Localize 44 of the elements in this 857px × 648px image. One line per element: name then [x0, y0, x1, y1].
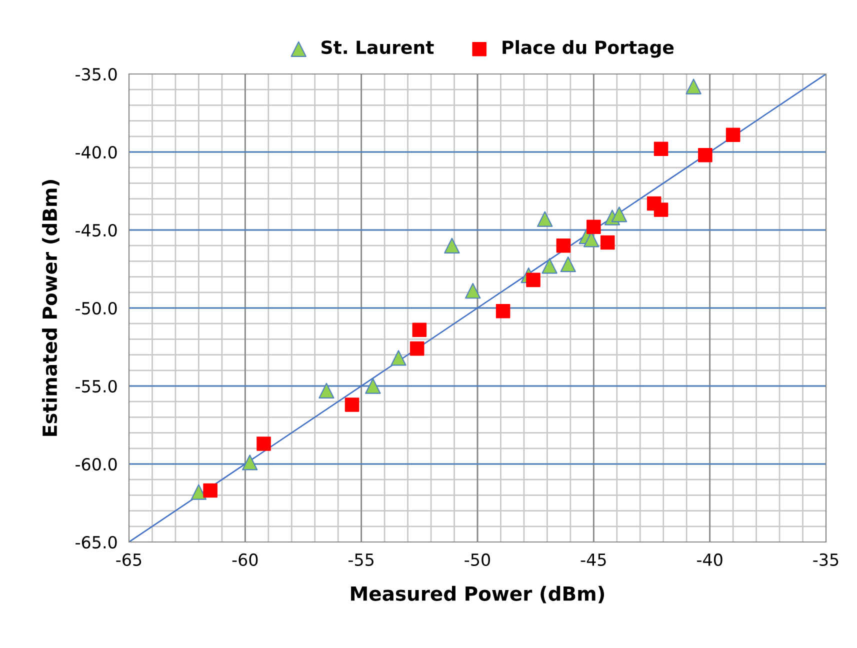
- x-tick-label: -50: [464, 553, 490, 566]
- point: [256, 436, 271, 451]
- point: [390, 350, 406, 366]
- y-axis-title: Estimated Power (dBm): [42, 180, 60, 436]
- y-tick-label: -60.0: [76, 458, 117, 471]
- point: [344, 398, 360, 412]
- point: [410, 341, 424, 356]
- x-tick-label: -35: [813, 553, 838, 566]
- point: [318, 382, 334, 399]
- y-tick-label: -35.0: [76, 68, 117, 81]
- point: [242, 454, 258, 470]
- point: [465, 283, 481, 299]
- point: [586, 220, 601, 234]
- point: [611, 206, 628, 222]
- point: [542, 258, 558, 274]
- x-axis-title: Measured Power (dBm): [351, 586, 604, 604]
- point: [365, 378, 381, 394]
- point: [496, 304, 510, 318]
- point: [686, 78, 702, 94]
- point: [698, 148, 712, 162]
- point: [444, 238, 460, 254]
- point: [203, 483, 218, 498]
- y-tick-label: -50.0: [76, 302, 117, 315]
- x-tick-label: -60: [232, 553, 258, 566]
- point: [190, 484, 207, 500]
- legend-label: St. Laurent: [322, 40, 434, 54]
- y-tick-label: -55.0: [76, 380, 117, 393]
- x-tick-label: -55: [348, 554, 374, 566]
- x-tick-label: -40: [697, 553, 722, 566]
- point: [654, 142, 668, 156]
- point: [600, 235, 615, 250]
- x-tick-label: -65: [116, 553, 142, 566]
- y-tick-label: -45.0: [76, 224, 117, 237]
- x-tick-label: -45: [580, 554, 606, 566]
- point: [556, 238, 571, 253]
- legend-label: Place du Portage: [502, 40, 674, 58]
- y-tick-label: -65.0: [76, 536, 117, 549]
- point: [560, 256, 576, 272]
- y-tick-label: -40.0: [76, 146, 117, 159]
- point: [726, 128, 740, 142]
- point: [537, 211, 553, 227]
- point: [412, 322, 427, 337]
- point: [526, 272, 540, 288]
- point: [654, 202, 668, 217]
